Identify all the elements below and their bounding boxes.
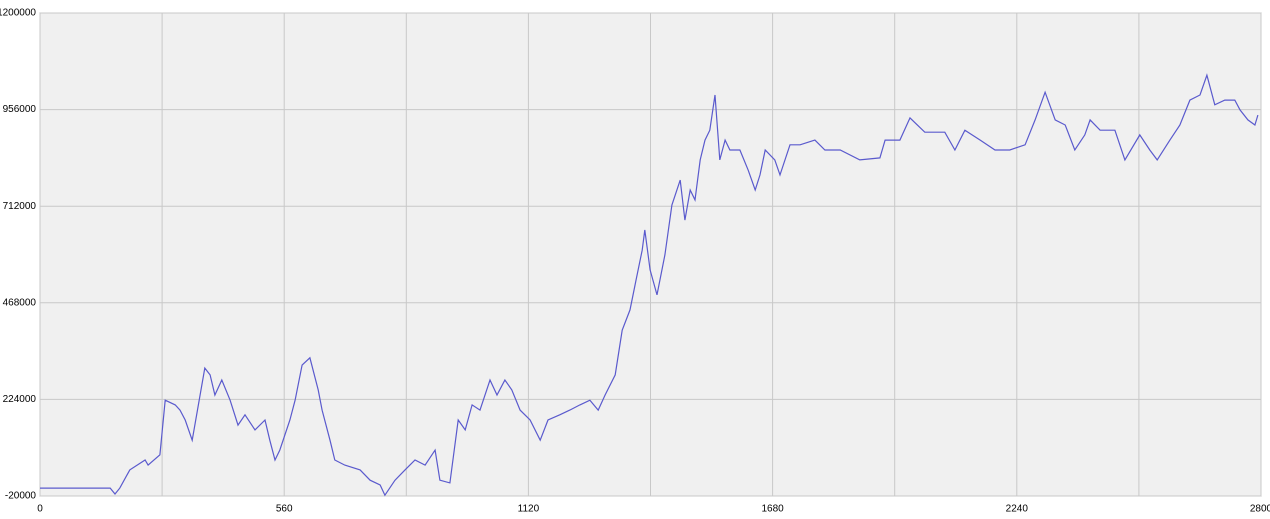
x-tick-label: 0 bbox=[37, 504, 43, 515]
y-tick-label: 224000 bbox=[3, 394, 37, 405]
x-tick-label: 560 bbox=[276, 504, 293, 515]
y-tick-label: 468000 bbox=[3, 297, 37, 308]
x-tick-label: 1680 bbox=[761, 504, 784, 515]
y-tick-label: -20000 bbox=[5, 491, 37, 502]
x-tick-label: 1120 bbox=[518, 504, 540, 515]
y-tick-label: 956000 bbox=[3, 104, 37, 115]
x-tick-label: 2240 bbox=[1006, 504, 1029, 515]
data-line bbox=[40, 73, 1259, 497]
y-tick-label: 1200000 bbox=[0, 8, 36, 19]
x-tick-label: 2800 bbox=[1250, 504, 1270, 515]
y-tick-label: 712000 bbox=[3, 201, 37, 212]
